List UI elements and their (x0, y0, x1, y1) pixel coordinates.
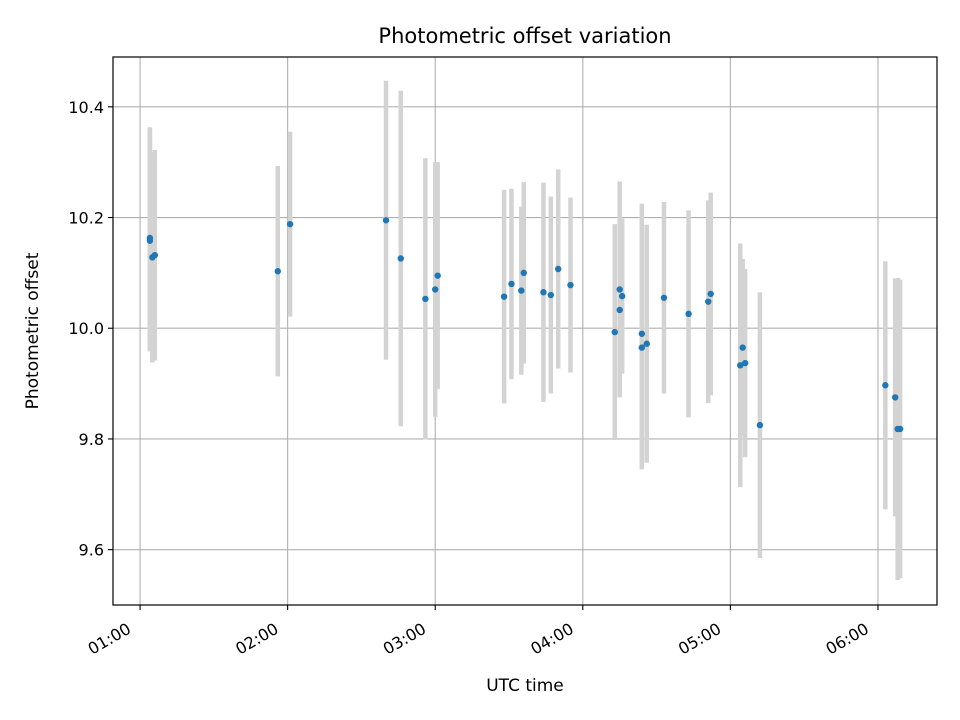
data-point (756, 421, 764, 429)
data-point (616, 306, 623, 314)
y-tick-label: 9.8 (79, 430, 104, 449)
data-point (638, 330, 646, 337)
plot-frame (112, 56, 938, 606)
data-point (660, 294, 668, 301)
y-tick-label: 10.0 (68, 319, 104, 338)
data-point (638, 344, 646, 351)
y-axis: 9.6 9.8 10.0 10.2 10.4 (68, 98, 113, 560)
data-point (891, 394, 899, 401)
data-point (520, 269, 527, 277)
data-point (737, 362, 744, 369)
data-point (567, 281, 574, 289)
data-point (432, 286, 439, 293)
data-point (616, 286, 623, 293)
y-tick-label: 10.4 (68, 98, 104, 117)
data-point (896, 425, 904, 433)
y-tick-label: 9.6 (79, 541, 104, 560)
data-point (555, 265, 562, 273)
data-point (434, 272, 441, 279)
data-point (739, 344, 746, 351)
data-point (518, 287, 525, 294)
data-point (382, 217, 390, 224)
data-point (151, 251, 159, 259)
data-point (540, 289, 547, 296)
chart-title: Photometric offset variation (378, 24, 671, 48)
data-point (397, 255, 404, 262)
data-point (547, 291, 555, 299)
data-point (274, 268, 281, 275)
y-axis-label: Photometric offset (23, 252, 43, 409)
y-tick-label: 10.2 (68, 209, 104, 228)
data-point (618, 292, 626, 300)
grid-lines (113, 57, 937, 605)
data-point (146, 234, 154, 242)
data-point (500, 293, 508, 300)
data-point (685, 310, 692, 318)
data-point (705, 298, 712, 305)
data-point (508, 280, 515, 288)
data-point (882, 382, 889, 389)
data-point (643, 340, 650, 347)
data-point (741, 359, 749, 367)
x-axis-label: UTC time (486, 676, 564, 696)
data-points (146, 217, 904, 433)
data-point (707, 290, 714, 298)
data-point (286, 220, 294, 228)
data-point (422, 295, 429, 303)
data-point (611, 328, 618, 336)
